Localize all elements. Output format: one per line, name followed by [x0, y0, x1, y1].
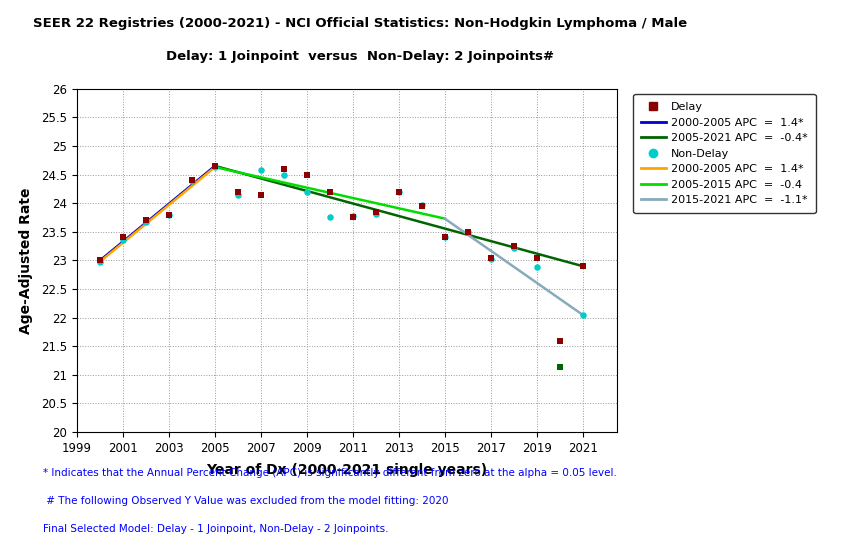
Point: [553, 336, 566, 345]
Point: [254, 190, 267, 199]
Point: [506, 242, 520, 250]
Point: [530, 253, 543, 262]
Point: [300, 188, 314, 197]
Point: [461, 228, 475, 237]
Point: [300, 170, 314, 179]
Point: [369, 209, 383, 218]
Point: [162, 210, 176, 219]
Point: [139, 218, 153, 227]
Point: [277, 165, 291, 173]
Point: [231, 191, 245, 199]
Point: [93, 256, 107, 265]
Text: # The following Observed Y Value was excluded from the model fitting: 2020: # The following Observed Y Value was exc…: [43, 496, 448, 506]
Point: [484, 253, 498, 262]
Point: [346, 211, 360, 220]
Point: [415, 201, 428, 210]
Point: [93, 257, 107, 266]
Point: [139, 216, 153, 225]
Point: [162, 210, 176, 219]
Point: [185, 176, 199, 184]
Point: [392, 187, 405, 196]
Point: [415, 202, 428, 211]
Point: [185, 176, 199, 185]
Point: [506, 244, 520, 253]
Point: [117, 235, 130, 244]
Point: [576, 310, 590, 319]
Legend: Delay, 2000-2005 APC  =  1.4*, 2005-2021 APC  =  -0.4*, Non-Delay, 2000-2005 APC: Delay, 2000-2005 APC = 1.4*, 2005-2021 A…: [633, 94, 816, 213]
Text: * Indicates that the Annual Percent Change (APC) is significantly different from: * Indicates that the Annual Percent Chan…: [43, 468, 617, 478]
Point: [484, 255, 498, 264]
Point: [461, 227, 475, 236]
Point: [392, 188, 405, 197]
Point: [323, 187, 337, 196]
Point: [438, 233, 452, 242]
Point: [277, 171, 291, 179]
X-axis label: Year of Dx (2000-2021 single years): Year of Dx (2000-2021 single years): [207, 463, 488, 477]
Text: Final Selected Model: Delay - 1 Joinpoint, Non-Delay - 2 Joinpoints.: Final Selected Model: Delay - 1 Joinpoin…: [43, 524, 388, 534]
Point: [369, 207, 383, 216]
Y-axis label: Age-Adjusted Rate: Age-Adjusted Rate: [19, 187, 33, 334]
Text: Delay: 1 Joinpoint  versus  Non-Delay: 2 Joinpoints#: Delay: 1 Joinpoint versus Non-Delay: 2 J…: [166, 50, 554, 63]
Text: SEER 22 Registries (2000-2021) - NCI Official Statistics: Non-Hodgkin Lymphoma /: SEER 22 Registries (2000-2021) - NCI Off…: [33, 17, 687, 29]
Point: [117, 233, 130, 242]
Point: [231, 187, 245, 196]
Point: [323, 213, 337, 222]
Point: [254, 166, 267, 175]
Point: [530, 263, 543, 271]
Point: [208, 163, 222, 172]
Point: [208, 162, 222, 171]
Point: [438, 233, 452, 242]
Point: [553, 363, 566, 372]
Point: [346, 213, 360, 222]
Point: [576, 261, 590, 270]
